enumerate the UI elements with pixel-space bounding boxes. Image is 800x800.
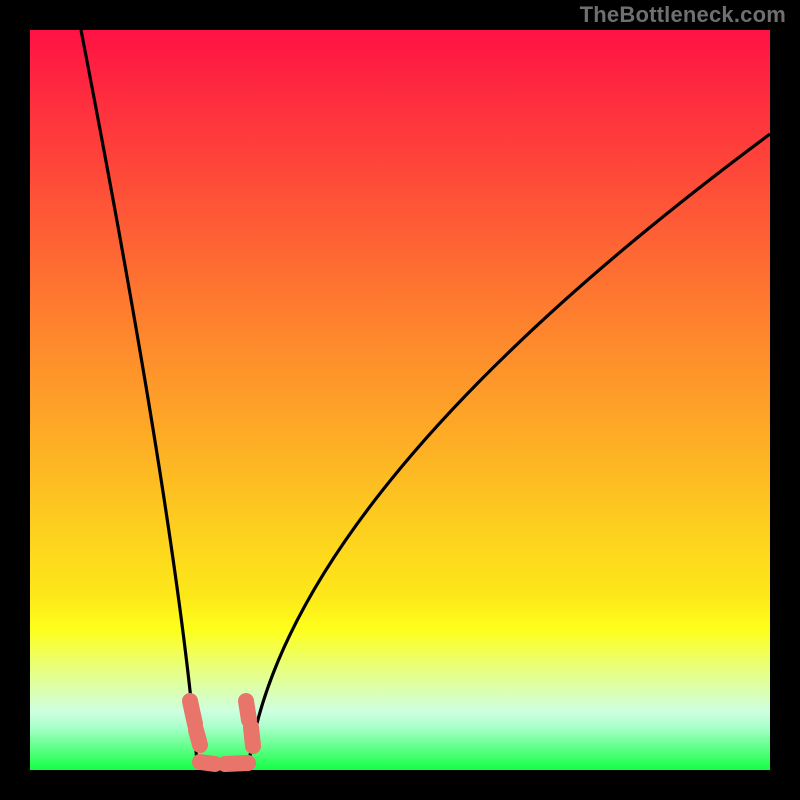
marker: [190, 701, 195, 724]
marker: [196, 730, 200, 745]
chart-stage: TheBottleneck.com: [0, 0, 800, 800]
marker: [200, 762, 215, 764]
marker: [225, 763, 248, 764]
gradient-background: [30, 30, 770, 770]
marker: [251, 727, 253, 746]
marker: [246, 701, 249, 720]
bottleneck-chart: [0, 0, 800, 800]
